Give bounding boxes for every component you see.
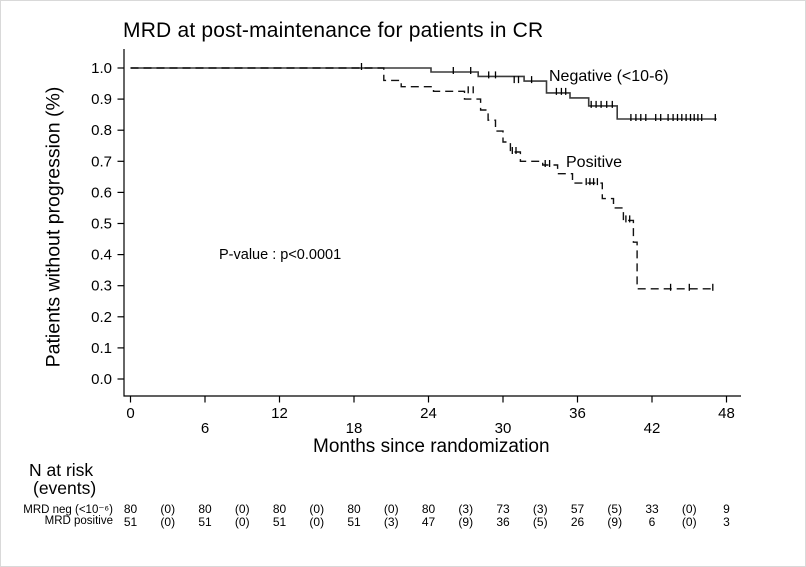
risk-events-value: (9)	[607, 515, 623, 529]
risk-events-value: (0)	[160, 515, 176, 529]
survival-curve-positive	[130, 67, 713, 290]
risk-events-value: (0)	[681, 515, 697, 529]
risk-events-value: (3)	[532, 502, 548, 516]
risk-n-value: 57	[570, 502, 585, 516]
y-axis-tick-label: 0.8	[91, 122, 112, 139]
curve-label-negative: Negative (<10-6)	[549, 68, 669, 85]
risk-n-value: 80	[198, 502, 212, 516]
chart-title: MRD at post-maintenance for patients in …	[123, 19, 544, 42]
y-axis-title: Patients without progression (%)	[42, 86, 65, 368]
risk-n-value: 80	[421, 502, 436, 516]
y-axis-tick-label: 0.3	[91, 278, 112, 295]
risk-events-value: (3)	[383, 515, 399, 529]
x-axis-tick-label: 24	[420, 405, 437, 422]
risk-table-header-line2: (events)	[33, 478, 97, 498]
risk-n-value: 51	[272, 515, 287, 529]
risk-n-value: 73	[496, 502, 510, 516]
y-axis-tick-label: 0.4	[91, 247, 112, 264]
risk-n-value: 80	[123, 502, 138, 516]
risk-events-value: (0)	[234, 502, 250, 516]
risk-n-value: 26	[570, 515, 585, 529]
y-axis-tick-label: 0.6	[91, 184, 112, 201]
y-axis-tick-label: 0.5	[91, 216, 112, 233]
risk-events-value: (0)	[681, 502, 697, 516]
risk-events-value: (0)	[160, 502, 176, 516]
curve-label-positive: Positive	[566, 154, 623, 171]
risk-n-value: 47	[421, 515, 436, 529]
risk-n-value: 51	[347, 515, 361, 529]
survival-curve-negative	[130, 67, 717, 120]
y-axis-tick-label: 0.7	[91, 153, 112, 170]
risk-events-value: (0)	[309, 515, 325, 529]
x-axis-tick-label: 42	[644, 420, 661, 437]
x-axis-tick-label: 30	[495, 420, 512, 437]
y-axis-tick-label: 0.2	[91, 309, 112, 326]
risk-n-value: 80	[347, 502, 361, 516]
pvalue-annotation: P-value : p<0.0001	[219, 247, 342, 263]
x-axis-title: Months since randomization	[313, 436, 550, 457]
risk-table-header-line1: N at risk	[29, 460, 94, 480]
x-axis-tick-label: 18	[346, 420, 363, 437]
y-axis-tick-label: 0.1	[91, 340, 112, 357]
risk-row-label-mrd-positive: MRD positive	[44, 515, 113, 527]
y-axis-tick-label: 0.9	[91, 91, 112, 108]
x-axis-tick-label: 12	[271, 405, 288, 422]
risk-events-value: (0)	[234, 515, 250, 529]
risk-row-label-mrd-neg: MRD neg (<10⁻⁶)	[23, 504, 113, 516]
risk-n-value: 51	[198, 515, 212, 529]
axis-spines	[123, 49, 741, 397]
risk-events-value: (5)	[607, 502, 623, 516]
y-axis-tick-label: 1.0	[91, 60, 112, 77]
risk-n-value: 51	[123, 515, 138, 529]
x-axis-tick-label: 0	[126, 405, 134, 422]
risk-n-value: 80	[272, 502, 287, 516]
risk-n-value: 3	[723, 515, 730, 529]
y-axis-tick-label: 0.0	[91, 371, 112, 388]
risk-n-value: 36	[496, 515, 510, 529]
risk-events-value: (0)	[309, 502, 325, 516]
risk-n-value: 6	[648, 515, 656, 529]
risk-events-value: (5)	[532, 515, 548, 529]
x-axis-tick-label: 48	[718, 405, 735, 422]
risk-events-value: (0)	[383, 502, 399, 516]
x-axis-tick-label: 36	[569, 405, 586, 422]
x-axis-tick-label: 6	[201, 420, 209, 437]
risk-n-value: 9	[723, 502, 730, 516]
risk-events-value: (9)	[458, 515, 474, 529]
risk-n-value: 33	[645, 502, 659, 516]
risk-events-value: (3)	[458, 502, 474, 516]
